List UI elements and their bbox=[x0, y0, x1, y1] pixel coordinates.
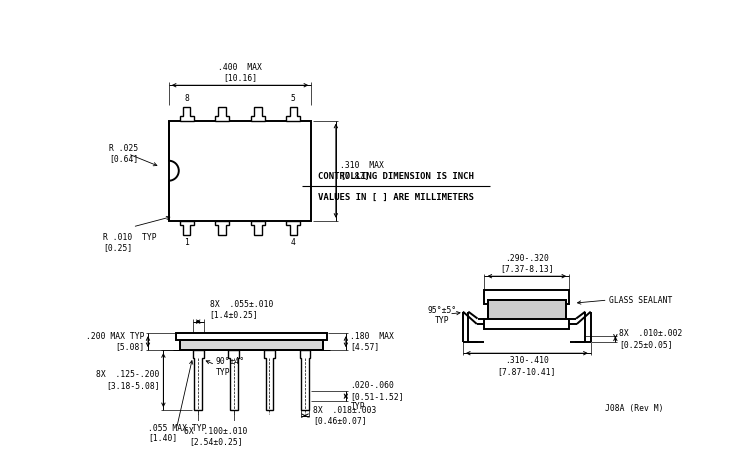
Text: 8X  .055±.010
[1.4±0.25]: 8X .055±.010 [1.4±0.25] bbox=[210, 300, 273, 319]
Bar bbox=[488, 300, 566, 325]
Polygon shape bbox=[299, 350, 310, 410]
Bar bbox=[176, 333, 327, 340]
Text: R .025
[0.64]: R .025 [0.64] bbox=[110, 144, 139, 164]
Text: 6X  .100±.010
[2.54±0.25]: 6X .100±.010 [2.54±0.25] bbox=[184, 427, 248, 447]
Text: CONTROLLING DIMENSION IS INCH: CONTROLLING DIMENSION IS INCH bbox=[318, 172, 474, 181]
Bar bbox=[484, 290, 569, 304]
Polygon shape bbox=[215, 221, 229, 235]
Text: 8X  .018±.003
[0.46±0.07]: 8X .018±.003 [0.46±0.07] bbox=[314, 406, 376, 425]
Text: .290-.320
[7.37-8.13]: .290-.320 [7.37-8.13] bbox=[500, 254, 554, 273]
Polygon shape bbox=[228, 350, 239, 410]
Text: .200 MAX TYP
[5.08]: .200 MAX TYP [5.08] bbox=[86, 332, 144, 351]
Polygon shape bbox=[193, 350, 203, 410]
Bar bbox=[488, 300, 566, 325]
Polygon shape bbox=[251, 221, 265, 235]
Polygon shape bbox=[180, 107, 194, 121]
Text: GLASS SEALANT: GLASS SEALANT bbox=[609, 296, 673, 305]
Text: 4: 4 bbox=[291, 238, 296, 247]
Text: .055 MAX TYP: .055 MAX TYP bbox=[148, 424, 206, 433]
Bar bbox=[180, 340, 322, 350]
Text: 8X  .125-.200
[3.18-5.08]: 8X .125-.200 [3.18-5.08] bbox=[96, 370, 160, 390]
Polygon shape bbox=[215, 107, 229, 121]
Text: 8: 8 bbox=[184, 94, 189, 103]
Polygon shape bbox=[264, 350, 274, 410]
Text: .020-.060
[0.51-1.52]
TYP: .020-.060 [0.51-1.52] TYP bbox=[350, 381, 404, 411]
Text: 90°±4°
TYP: 90°±4° TYP bbox=[216, 358, 245, 377]
Polygon shape bbox=[286, 221, 300, 235]
Bar bbox=[180, 340, 322, 350]
Text: VALUES IN [ ] ARE MILLIMETERS: VALUES IN [ ] ARE MILLIMETERS bbox=[318, 193, 474, 201]
Text: J08A (Rev M): J08A (Rev M) bbox=[605, 404, 664, 413]
Text: R .010  TYP
[0.25]: R .010 TYP [0.25] bbox=[104, 233, 157, 253]
Text: .310  MAX
[7.87]: .310 MAX [7.87] bbox=[340, 161, 384, 180]
Text: [1.40]: [1.40] bbox=[148, 433, 177, 442]
Text: 95°±5°
TYP: 95°±5° TYP bbox=[427, 306, 457, 325]
Text: .310-.410
[7.87-10.41]: .310-.410 [7.87-10.41] bbox=[497, 356, 556, 376]
Text: .180  MAX
[4.57]: .180 MAX [4.57] bbox=[350, 332, 394, 351]
Bar bbox=[169, 121, 311, 221]
Polygon shape bbox=[180, 221, 194, 235]
Text: 8X  .010±.002
[0.25±0.05]: 8X .010±.002 [0.25±0.05] bbox=[620, 329, 682, 349]
Text: 5: 5 bbox=[291, 94, 296, 103]
Polygon shape bbox=[286, 107, 300, 121]
Bar bbox=[484, 319, 569, 329]
Text: .400  MAX
[10.16]: .400 MAX [10.16] bbox=[218, 63, 262, 82]
Text: 1: 1 bbox=[184, 238, 189, 247]
Polygon shape bbox=[251, 107, 265, 121]
